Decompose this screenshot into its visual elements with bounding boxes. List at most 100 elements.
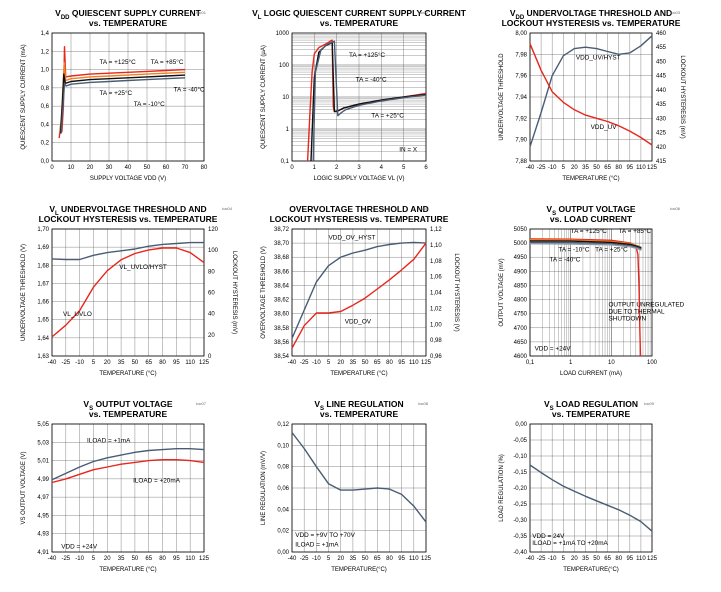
grid-lines [51, 423, 205, 553]
plot-frame [51, 32, 205, 162]
x-axis-label: TEMPERATURE(°C) [563, 567, 619, 573]
annotation: TA = +25°C [371, 111, 404, 119]
y-tick-label: 1 [286, 127, 290, 133]
y-tick-label: 38,56 [274, 340, 290, 346]
y2-tick-label: 20 [208, 333, 215, 339]
x-tick-label: -40 [526, 556, 535, 562]
x-tick-label: 50 [362, 556, 369, 562]
annotation: OUTPUT UNREGULATED [608, 302, 684, 309]
x-tick-label: -25 [300, 556, 309, 562]
x-tick-label: 20 [104, 556, 111, 562]
plot-frame [51, 423, 205, 553]
chart-title: OVERVOLTAGE THRESHOLD AND [289, 204, 428, 214]
x-tick-label: 80 [615, 556, 622, 562]
x-tick-label: 80 [201, 165, 208, 171]
x-tick-label: 20 [337, 360, 344, 366]
x-tick-label: 125 [199, 556, 210, 562]
annotation: ILOAD = +1mA [87, 437, 131, 444]
y-tick-label: 5,01 [37, 459, 49, 465]
y-axis-label: LINE REGULATION (mV/V) [261, 451, 267, 525]
x-tick-label: 95 [626, 165, 633, 171]
y-tick-label: 4,95 [37, 513, 49, 519]
x-tick-label: 20 [337, 556, 344, 562]
y-tick-label: 4700 [514, 326, 528, 332]
y-tick-label: 5000 [514, 241, 528, 247]
chart-title: VL LOGIC QUIESCENT CURRENT SUPPLY CURREN… [252, 8, 467, 21]
y-axis-label: QUIESCENT SUPPLY CURRENT (mA) [21, 44, 27, 149]
chart-subtitle: LOCKOUT HYSTERESIS vs. TEMPERATURE [39, 214, 218, 224]
x-axis-label: LOGIC SUPPLY VOLTAGE VL (V) [313, 176, 404, 182]
x-tick-label: 65 [145, 556, 152, 562]
y-tick-label: 5050 [514, 227, 528, 233]
y-tick-label: -0,10 [513, 454, 527, 460]
y2-tick-label: 1,00 [430, 322, 442, 328]
series-line-3 [529, 240, 642, 249]
plot-frame [529, 423, 653, 553]
x-tick-label: -25 [300, 360, 309, 366]
y2-axis-label: LOCKOUT HYSTERESIS (mV) [231, 251, 237, 334]
y2-tick-label: 440 [656, 88, 667, 94]
grid-lines [51, 228, 205, 357]
x-tick-label: 125 [421, 360, 432, 366]
x-tick-label: 70 [182, 165, 189, 171]
series-line-4 [529, 241, 642, 250]
y-tick-label: 38,54 [274, 354, 290, 360]
x-tick-label: -10 [312, 360, 321, 366]
annotation: VDD_UV/HYST [576, 55, 621, 62]
y-tick-label: -0,35 [513, 534, 527, 540]
y2-tick-label: 40 [208, 312, 215, 318]
plot-frame [291, 423, 427, 553]
chart-title: VDD QUIESCENT SUPPLY CURRENT [55, 8, 201, 21]
chart-subtitle: vs. TEMPERATURE [320, 409, 399, 419]
chart-subtitle: vs. TEMPERATURE [89, 18, 168, 28]
series-line-3 [312, 40, 427, 162]
x-tick-label: 0 [50, 165, 54, 171]
y2-tick-label: 455 [656, 45, 667, 51]
chart-subtitle: LOCKOUT HYSTERESIS vs. TEMPERATURE [270, 214, 449, 224]
x-tick-label: 35 [350, 360, 357, 366]
figure-code: toc09 [644, 401, 655, 406]
chart-title: VS OUTPUT VOLTAGE [83, 399, 173, 412]
series-line-2 [51, 459, 205, 484]
chart-subtitle: vs. LOAD CURRENT [550, 214, 633, 224]
x-tick-label: -40 [48, 360, 57, 366]
y2-tick-label: 1,04 [430, 291, 442, 297]
x-tick-label: -40 [526, 165, 535, 171]
annotation: TA = +125°C [571, 227, 608, 235]
x-tick-label: 50 [593, 165, 600, 171]
x-tick-label: 50 [144, 165, 151, 171]
series-line-3 [59, 73, 186, 134]
annotation: IN = X [399, 146, 418, 153]
x-axis-label: TEMPERATURE (°C) [99, 371, 156, 377]
x-tick-label: 40 [125, 165, 132, 171]
y-tick-label: -0,30 [513, 518, 527, 524]
x-tick-label: 2 [335, 165, 339, 171]
x-tick-label: 95 [398, 556, 405, 562]
x-tick-label: 50 [132, 556, 139, 562]
x-tick-label: 125 [199, 360, 210, 366]
y-tick-label: 1000 [276, 31, 290, 37]
y-tick-label: 7,94 [515, 95, 527, 101]
plot-frame [529, 228, 653, 357]
x-tick-label: -40 [48, 556, 57, 562]
x-tick-label: 5 [562, 556, 566, 562]
y-tick-label: -0,40 [513, 550, 527, 556]
x-tick-label: 110 [409, 360, 419, 366]
y2-tick-label: 1,06 [430, 275, 442, 281]
x-tick-label: 35 [582, 556, 589, 562]
x-tick-label: 100 [647, 360, 658, 366]
annotation: VL_UVLO/HYST [119, 264, 167, 271]
x-tick-label: 6 [424, 165, 428, 171]
y-tick-label: 38,70 [274, 241, 290, 247]
y-tick-label: 8,00 [515, 31, 527, 37]
series-line-1 [51, 448, 205, 481]
annotation: TA = +25°C [595, 246, 628, 254]
annotation: TA = +125°C [100, 58, 137, 66]
plot-frame [529, 32, 653, 162]
y-axis-label: OUTPUT VOLTAGE (mV) [499, 258, 505, 326]
y-tick-label: 1,68 [37, 263, 49, 269]
y-tick-label: -0,20 [513, 486, 527, 492]
y-tick-label: 0,1 [281, 159, 290, 165]
